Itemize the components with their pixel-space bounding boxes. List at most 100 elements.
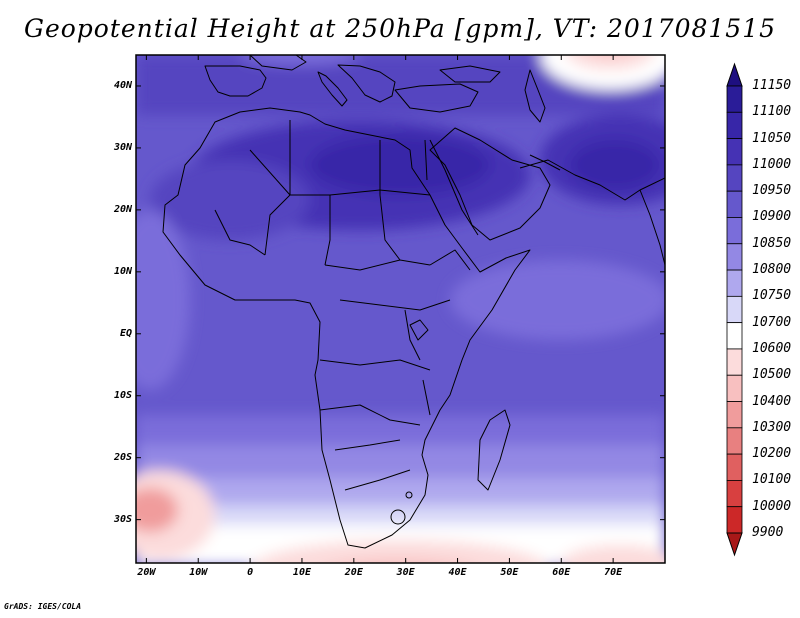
chart-title: Geopotential Height at 250hPa [gpm], VT:…	[23, 14, 777, 43]
lat-label: 30N	[113, 141, 132, 153]
coastlines	[162, 55, 665, 549]
colorbar-label: 10200	[752, 446, 792, 462]
lat-label: 10N	[113, 265, 132, 277]
colorbar-box	[726, 190, 743, 218]
colorbar-box	[726, 322, 743, 350]
lat-label: 40N	[113, 79, 132, 91]
nile-edge	[424, 139, 428, 181]
field-ne-core	[585, 35, 635, 55]
colorbar-label: 10850	[752, 235, 792, 251]
lat-label: 10S	[113, 389, 132, 401]
lon-label: 10W	[189, 567, 208, 578]
border-7	[339, 299, 451, 311]
lon-label: 70E	[604, 567, 623, 578]
field-east-light	[450, 260, 665, 340]
lake-victoria	[409, 319, 429, 341]
lon-label: 10E	[292, 567, 311, 578]
border-3	[379, 140, 401, 261]
lon-label: 20E	[344, 567, 363, 578]
red-sea	[429, 139, 479, 236]
colorbar-label: 9900	[752, 525, 784, 540]
caspian	[524, 69, 546, 123]
colorbar-box	[726, 111, 743, 139]
lat-label: 30S	[113, 513, 132, 525]
border-10	[334, 439, 401, 451]
colorbar-label: 10000	[752, 498, 792, 514]
credit-text: GrADS: IGES/COLA	[4, 602, 82, 611]
border-13	[404, 309, 421, 361]
field-n-light	[240, 55, 360, 65]
colorbar-box	[726, 401, 743, 429]
eswatini	[405, 491, 413, 499]
field-south-low	[254, 540, 546, 563]
india-coast	[639, 189, 665, 266]
axis-ticks	[136, 55, 665, 563]
lon-label: 60E	[552, 567, 571, 578]
field-west-light	[136, 210, 190, 390]
colorbar-box	[726, 480, 743, 508]
colorbar-box	[726, 453, 743, 481]
balkans	[337, 64, 396, 103]
lon-label: 20W	[137, 567, 156, 578]
iberia	[204, 65, 267, 97]
lon-label: 50E	[500, 567, 519, 578]
lat-label: 20S	[113, 451, 132, 463]
colorbar-label: 10400	[752, 393, 792, 409]
field-max-north	[310, 135, 490, 195]
lat-label: 20N	[113, 203, 132, 215]
border-6	[324, 259, 431, 271]
border-11	[344, 469, 411, 491]
italy	[317, 71, 348, 107]
colorbar-label: 11000	[752, 156, 792, 172]
lat-label: EQ	[119, 327, 132, 339]
border-12	[429, 249, 471, 271]
colorbar-label: 11100	[752, 104, 792, 120]
lon-label: 40E	[448, 567, 467, 578]
colorbar-label: 10600	[752, 340, 792, 356]
border-9	[319, 404, 421, 426]
colorbar-label: 10300	[752, 419, 792, 435]
colorbar-box	[726, 138, 743, 166]
colorbar-box	[726, 243, 743, 271]
arabia	[429, 127, 551, 241]
colorbar-label: 11150	[752, 78, 792, 93]
border-8	[319, 359, 431, 371]
colorbar-box	[726, 85, 743, 113]
colorbar-bottom-arrow	[726, 532, 743, 557]
field-se-low	[560, 545, 665, 563]
colorbar	[726, 62, 743, 557]
france	[249, 55, 307, 71]
lon-label: 0	[247, 567, 254, 578]
colorbar-box	[726, 506, 743, 534]
map-frame	[135, 54, 666, 564]
colorbar-box	[726, 164, 743, 192]
lesotho	[390, 509, 406, 525]
colorbar-label: 10700	[752, 314, 792, 330]
border-4	[324, 195, 331, 266]
colorbar-box	[726, 217, 743, 245]
border-5	[214, 209, 266, 256]
height-field	[136, 35, 665, 563]
colorbar-label: 10500	[752, 367, 792, 383]
border-2	[264, 120, 291, 256]
colorbar-box	[726, 269, 743, 297]
colorbar-label: 10900	[752, 209, 792, 225]
field-sw-core	[136, 488, 178, 532]
colorbar-box	[726, 348, 743, 376]
colorbar-box	[726, 427, 743, 455]
colorbar-box	[726, 374, 743, 402]
lake-malawi	[422, 379, 431, 416]
africa-coast	[162, 107, 531, 549]
persian-gulf	[529, 154, 561, 171]
colorbar-label: 10800	[752, 262, 792, 278]
colorbar-label: 11050	[752, 130, 792, 146]
colorbar-label: 10100	[752, 472, 792, 488]
lon-label: 30E	[396, 567, 415, 578]
colorbar-label: 10950	[752, 183, 792, 199]
black-sea	[439, 65, 501, 83]
colorbar-top-arrow	[726, 62, 743, 87]
colorbar-box	[726, 295, 743, 324]
madagascar	[477, 409, 511, 491]
turkey	[394, 83, 479, 113]
